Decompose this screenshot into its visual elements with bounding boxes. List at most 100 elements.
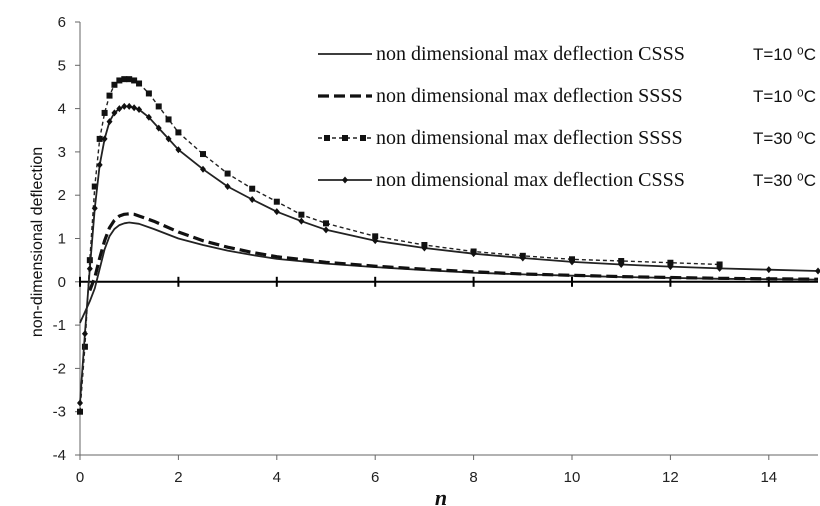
data-point bbox=[200, 165, 206, 173]
data-point bbox=[298, 217, 305, 225]
series-1 bbox=[79, 221, 819, 324]
y-tick-label: 5 bbox=[58, 57, 66, 74]
data-point bbox=[273, 198, 280, 205]
x-tick-label: 0 bbox=[76, 469, 84, 486]
data-point bbox=[815, 267, 820, 275]
data-point bbox=[77, 399, 83, 407]
data-point bbox=[273, 208, 280, 216]
data-point bbox=[91, 183, 98, 190]
data-point bbox=[126, 102, 133, 110]
legend-temperature: T=30 ⁰C bbox=[753, 171, 816, 190]
data-point bbox=[131, 104, 138, 112]
data-point bbox=[667, 263, 674, 271]
data-point bbox=[519, 254, 526, 262]
data-point bbox=[323, 220, 329, 227]
data-point bbox=[136, 80, 143, 87]
data-point bbox=[96, 135, 103, 142]
x-axis-title: n bbox=[435, 485, 447, 506]
legend-swatch-marker bbox=[324, 135, 330, 141]
y-tick-label: -2 bbox=[53, 360, 66, 377]
data-point bbox=[136, 105, 143, 113]
data-point bbox=[155, 103, 162, 110]
data-point bbox=[145, 90, 152, 97]
legend-label: non dimensional max deflection SSSS bbox=[376, 85, 683, 107]
y-tick-label: -3 bbox=[53, 404, 66, 421]
data-point bbox=[101, 109, 108, 116]
data-point bbox=[372, 237, 379, 245]
x-axis-ticks: 0 2 4 6 8 10 12 14 bbox=[76, 276, 777, 486]
data-point bbox=[667, 259, 674, 266]
series-line bbox=[79, 221, 819, 324]
data-point bbox=[155, 124, 162, 132]
data-point bbox=[145, 113, 152, 121]
data-point bbox=[175, 129, 182, 136]
data-point bbox=[126, 76, 133, 83]
data-point bbox=[116, 77, 123, 84]
data-point bbox=[81, 330, 88, 338]
data-point bbox=[165, 116, 172, 123]
x-tick-label: 6 bbox=[371, 469, 379, 486]
data-point bbox=[77, 408, 83, 415]
legend-swatch-marker bbox=[360, 135, 366, 141]
legend-temperature: T=10 ⁰C bbox=[753, 45, 816, 64]
x-tick-label: 12 bbox=[662, 469, 679, 486]
y-tick-label: -1 bbox=[53, 317, 66, 334]
data-point bbox=[116, 105, 123, 113]
data-point bbox=[224, 183, 231, 191]
legend-swatch-marker bbox=[342, 176, 348, 184]
data-point bbox=[131, 77, 138, 84]
data-point bbox=[569, 258, 575, 266]
legend-item-4: non dimensional max deflection CSSS T=30 … bbox=[318, 169, 816, 191]
data-point bbox=[224, 170, 231, 177]
data-point bbox=[372, 233, 379, 240]
data-point bbox=[249, 185, 256, 192]
y-tick-label: 4 bbox=[58, 101, 66, 118]
x-tick-label: 8 bbox=[469, 469, 477, 486]
x-tick-label: 4 bbox=[273, 469, 281, 486]
data-point bbox=[106, 118, 113, 126]
data-point bbox=[716, 261, 723, 268]
legend-temperature: T=10 ⁰C bbox=[753, 87, 816, 106]
y-axis-title: non-dimensional deflection bbox=[29, 147, 46, 337]
y-axis-ticks: -4 -3 -2 -1 0 1 2 3 4 5 6 bbox=[53, 14, 80, 464]
x-tick-label: 10 bbox=[564, 469, 581, 486]
legend-swatch-marker bbox=[342, 135, 348, 141]
series-layer bbox=[77, 76, 820, 415]
data-point bbox=[249, 196, 256, 204]
series-line bbox=[79, 105, 819, 404]
data-point bbox=[175, 146, 182, 154]
data-point bbox=[298, 211, 305, 218]
legend-temperature: T=30 ⁰C bbox=[753, 129, 816, 148]
data-point bbox=[165, 135, 172, 143]
legend-item-3: non dimensional max deflection SSSS T=30 … bbox=[318, 127, 816, 149]
legend-item-1: non dimensional max deflection CSSS T=10 … bbox=[318, 43, 816, 65]
data-point bbox=[111, 109, 118, 117]
y-tick-label: 6 bbox=[58, 14, 66, 31]
data-point bbox=[121, 102, 128, 110]
data-point bbox=[121, 76, 128, 83]
data-point bbox=[200, 151, 206, 158]
legend-item-2: non dimensional max deflection SSSS T=10 … bbox=[318, 85, 816, 107]
legend-label: non dimensional max deflection SSSS bbox=[376, 127, 683, 149]
series-4 bbox=[77, 102, 820, 407]
y-tick-label: 1 bbox=[58, 231, 66, 248]
data-point bbox=[618, 260, 625, 268]
x-tick-label: 2 bbox=[174, 469, 182, 486]
y-tick-label: 3 bbox=[58, 144, 66, 161]
data-point bbox=[323, 226, 329, 234]
data-point bbox=[101, 135, 108, 143]
data-point bbox=[765, 266, 772, 274]
y-tick-label: 2 bbox=[58, 187, 66, 204]
series-line bbox=[88, 212, 819, 292]
data-point bbox=[111, 81, 118, 88]
legend-label: non dimensional max deflection CSSS bbox=[376, 169, 685, 191]
data-point bbox=[96, 161, 103, 169]
series-2 bbox=[88, 212, 819, 292]
data-point bbox=[716, 264, 723, 272]
data-point bbox=[91, 204, 98, 212]
y-tick-label: -4 bbox=[53, 447, 66, 464]
data-point bbox=[86, 265, 93, 273]
data-point bbox=[421, 244, 428, 252]
data-point bbox=[470, 250, 477, 258]
